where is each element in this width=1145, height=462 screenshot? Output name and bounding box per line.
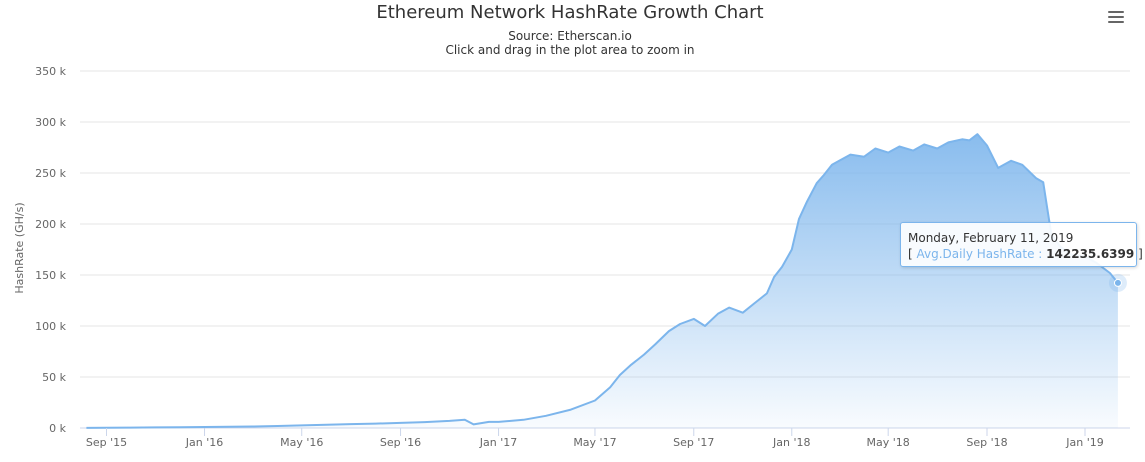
x-tick-label: Jan '18: [772, 436, 810, 449]
x-tick-label: Sep '15: [86, 436, 127, 449]
data-tooltip: Monday, February 11, 2019 [ Avg.Daily Ha…: [900, 222, 1143, 267]
tooltip-value-line: [ Avg.Daily HashRate : 142235.6399 ]: [908, 247, 1143, 261]
y-tick-label: 350 k: [35, 65, 66, 78]
y-tick-label: 100 k: [35, 320, 66, 333]
y-axis-title: HashRate (GH/s): [13, 202, 26, 293]
hover-point-marker: [1113, 278, 1122, 287]
x-tick-label: Sep '16: [380, 436, 421, 449]
series-area-fill: [86, 134, 1118, 428]
chart-subtitle-zoom-hint: Click and drag in the plot area to zoom …: [445, 43, 695, 57]
x-tick-label: May '18: [867, 436, 910, 449]
tooltip-value: 142235.6399: [1046, 247, 1135, 261]
y-tick-label: 0 k: [49, 422, 66, 435]
series-line: [86, 133, 1119, 429]
tooltip-date: Monday, February 11, 2019: [908, 231, 1074, 245]
x-axis-ticks: Sep '15 Jan '16 May '16 Sep '16 Jan '17 May '…: [86, 428, 1104, 449]
y-tick-label: 250 k: [35, 167, 66, 180]
y-tick-label: 200 k: [35, 218, 66, 231]
y-tick-label: 150 k: [35, 269, 66, 282]
series-area: [86, 133, 1127, 429]
hamburger-menu-icon[interactable]: [1104, 6, 1128, 28]
x-tick-label: May '17: [573, 436, 616, 449]
x-tick-label: Jan '17: [479, 436, 517, 449]
y-tick-label: 50 k: [42, 371, 66, 384]
y-axis-ticks: 0 k 50 k 100 k 150 k 200 k 250 k 300 k 350 k: [35, 65, 66, 435]
tooltip-open-bracket: [: [908, 247, 913, 261]
x-tick-label: Jan '16: [185, 436, 223, 449]
x-tick-label: May '16: [280, 436, 323, 449]
chart-title: Ethereum Network HashRate Growth Chart: [376, 2, 764, 23]
y-tick-label: 300 k: [35, 116, 66, 129]
x-tick-label: Sep '18: [966, 436, 1007, 449]
x-tick-label: Jan '19: [1065, 436, 1103, 449]
x-tick-label: Sep '17: [673, 436, 714, 449]
tooltip-close-bracket: ]: [1138, 247, 1143, 261]
chart-subtitle-source: Source: Etherscan.io: [508, 29, 632, 43]
tooltip-series-label: Avg.Daily HashRate :: [916, 247, 1043, 261]
